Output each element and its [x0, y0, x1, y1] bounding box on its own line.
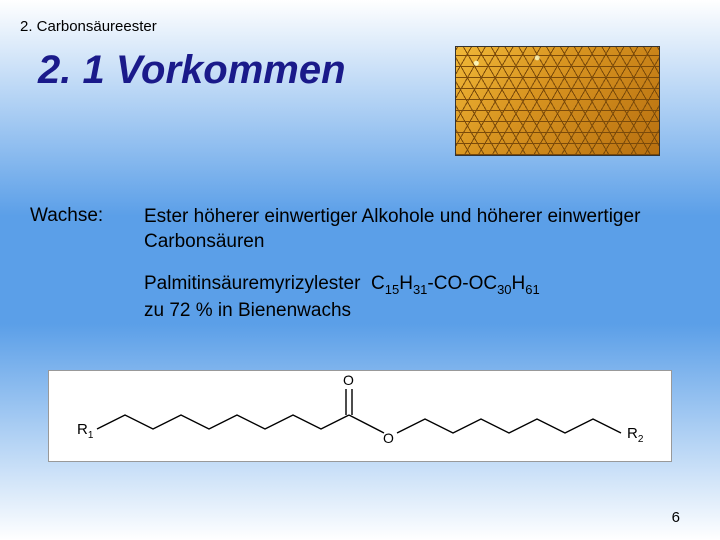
breadcrumb: 2. Carbonsäureester	[20, 18, 157, 35]
honeycomb-pattern	[456, 47, 659, 155]
page-title: 2. 1 Vorkommen	[38, 48, 346, 93]
f-p1: C	[371, 273, 385, 294]
f-s1: 15	[385, 282, 399, 297]
structure-svg: R1 O O R2	[49, 371, 673, 463]
compound-name: Palmitinsäuremyrizylester	[144, 273, 360, 294]
content-block: Wachse: Ester höherer einwertiger Alkoho…	[30, 205, 680, 324]
ester-o: O	[383, 430, 394, 446]
molecular-structure: R1 O O R2	[48, 370, 672, 462]
f-s2: 31	[413, 282, 427, 297]
right-chain	[397, 419, 621, 433]
f-p2: H	[399, 273, 413, 294]
carbonyl-o: O	[343, 372, 354, 388]
f-s3: 30	[497, 282, 511, 297]
formula: C15H31-CO-OC30H61	[371, 273, 540, 294]
honeycomb-image	[455, 46, 660, 156]
f-s4: 61	[525, 282, 539, 297]
r1-label: R1	[77, 421, 94, 441]
left-chain	[97, 415, 349, 429]
wachse-label: Wachse:	[30, 205, 120, 227]
f-p4: H	[512, 273, 526, 294]
f-p3: -CO-OC	[427, 273, 497, 294]
r2-label: R2	[627, 425, 644, 445]
page-number: 6	[672, 509, 680, 526]
percent-line: zu 72 % in Bienenwachs	[144, 300, 351, 321]
definition-row: Wachse: Ester höherer einwertiger Alkoho…	[30, 205, 680, 254]
c-o-bond	[349, 415, 384, 433]
wachse-description: Ester höherer einwertiger Alkohole und h…	[144, 205, 680, 254]
compound-row: Palmitinsäuremyrizylester C15H31-CO-OC30…	[144, 272, 680, 323]
